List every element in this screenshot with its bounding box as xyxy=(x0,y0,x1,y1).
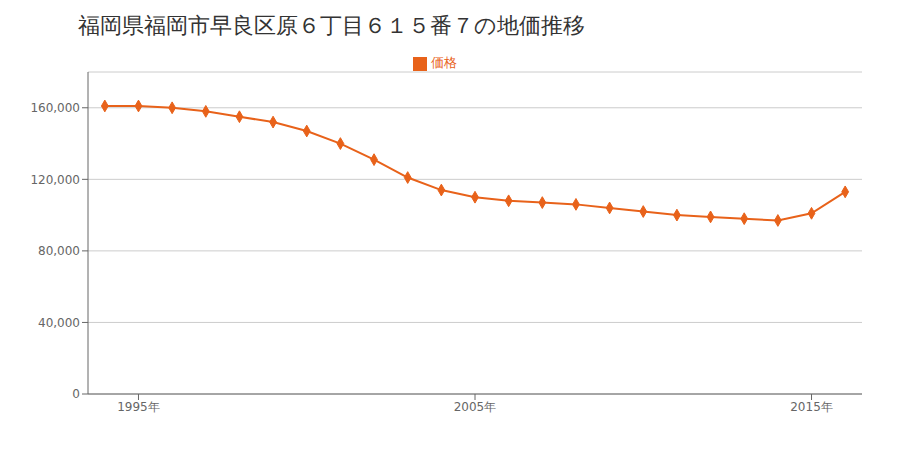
svg-text:1995年: 1995年 xyxy=(117,400,160,414)
svg-text:0: 0 xyxy=(72,387,80,401)
svg-text:160,000: 160,000 xyxy=(30,101,80,115)
html-text:福岡県福岡市早良区原６丁目６１５番７の地価推移: 福岡県福岡市早良区原６丁目６１５番７の地価推移 xyxy=(78,13,585,38)
svg-text:40,000: 40,000 xyxy=(38,316,80,330)
svg-text:2015年: 2015年 xyxy=(790,400,833,414)
svg-text:2005年: 2005年 xyxy=(454,400,497,414)
svg-text:120,000: 120,000 xyxy=(30,173,80,187)
html-text:価格: 価格 xyxy=(431,55,457,70)
svg-text:80,000: 80,000 xyxy=(38,244,80,258)
